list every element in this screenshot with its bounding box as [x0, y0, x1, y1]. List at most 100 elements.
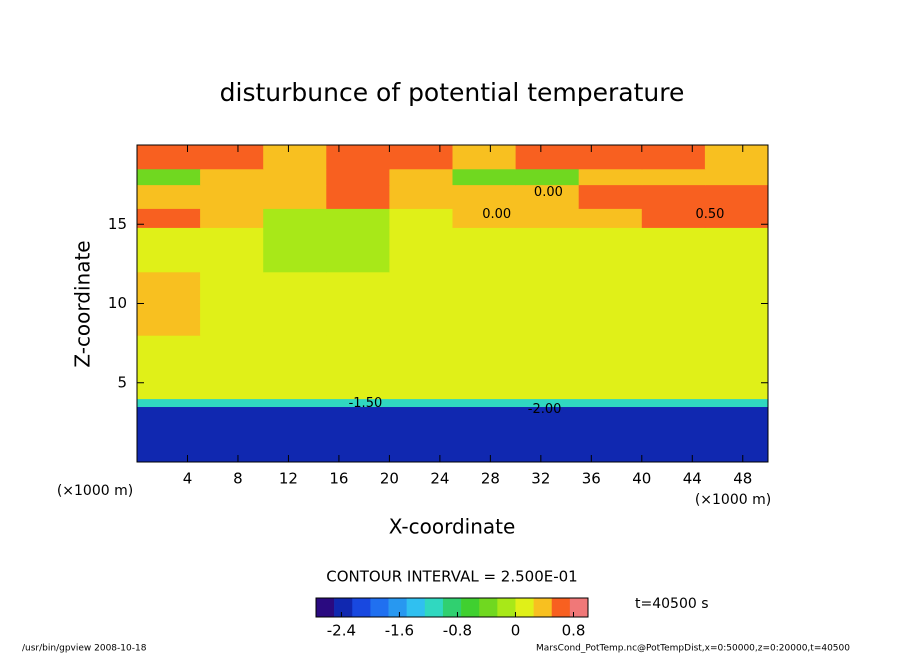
x-tick-label: 24 [430, 470, 449, 488]
field-cell [137, 271, 201, 336]
field-cell [200, 406, 264, 463]
colorbar-band [479, 598, 498, 617]
field-cell [578, 271, 643, 336]
x-tick-label: 48 [733, 470, 752, 488]
colorbar-tick-label: -1.6 [385, 622, 414, 640]
colorbar-band [352, 598, 371, 617]
x-tick-label: 12 [279, 470, 298, 488]
field-cell [515, 398, 580, 408]
field-cell [389, 271, 453, 336]
contour-label: -1.50 [349, 396, 383, 411]
colorbar-band [551, 598, 571, 617]
field-cell [515, 271, 580, 336]
colorbar-frame [315, 597, 589, 618]
colorbar-band [388, 598, 407, 617]
x-tick-label: 16 [329, 470, 348, 488]
field-cell [200, 168, 264, 186]
field-cell [578, 168, 643, 186]
field-cell [200, 335, 264, 400]
field-cell [641, 227, 706, 273]
x-tick-label: 32 [531, 470, 550, 488]
field-cell [263, 227, 327, 273]
field-cell [578, 184, 643, 209]
field-cell [515, 406, 580, 463]
colorbar-band [442, 598, 462, 617]
field-cell [326, 227, 390, 273]
field-cell [704, 271, 769, 336]
field-cell [263, 398, 327, 408]
colorbar-band [533, 598, 553, 617]
field-cell [200, 227, 264, 273]
field-cell [137, 406, 201, 463]
field-cell [578, 398, 643, 408]
field-cell [200, 398, 264, 408]
field-cell [704, 208, 769, 228]
colorbar-tick-label: 0 [511, 622, 521, 640]
y-tick-label: 5 [117, 373, 127, 391]
colorbar-band [569, 598, 589, 617]
field-cell [137, 168, 201, 186]
x-tick-label: 4 [183, 470, 193, 488]
field-cell [641, 335, 706, 400]
field-cell [515, 184, 580, 209]
x-tick-label: 28 [481, 470, 500, 488]
time-label: t=40500 s [635, 596, 709, 612]
field-cell [704, 398, 769, 408]
axis-note: (×1000 m) [57, 483, 133, 499]
colorbar-band [515, 598, 534, 617]
field-cell [326, 184, 390, 209]
field-cell [704, 145, 769, 170]
footer-left: /usr/bin/gpview 2008-10-18 [22, 644, 147, 654]
field-cell [326, 271, 390, 336]
field-cell [704, 227, 769, 273]
field-cell [200, 145, 264, 170]
field-cell [452, 208, 517, 228]
field-cell [641, 406, 706, 463]
field-cell [704, 335, 769, 400]
field-cell [641, 271, 706, 336]
contour-label: 0.50 [695, 207, 724, 222]
field-cell [200, 184, 264, 209]
field-cell [452, 398, 517, 408]
field-cell [389, 406, 453, 463]
field-cell [200, 208, 264, 228]
field-cell [137, 335, 201, 400]
field-cell [452, 406, 517, 463]
x-tick-label: 20 [380, 470, 399, 488]
y-axis-label: Z-coordinate [71, 240, 95, 367]
field-cell [704, 168, 769, 186]
field-cell [137, 398, 201, 408]
field-cell [263, 335, 327, 400]
field-cell [515, 335, 580, 400]
field-cell [389, 398, 453, 408]
field-cell [452, 335, 517, 400]
field-cell [137, 227, 201, 273]
field-cell [641, 208, 706, 228]
field-cell [641, 145, 706, 170]
field-cell [641, 168, 706, 186]
contour-label: 0.00 [534, 185, 563, 200]
field-cell [452, 184, 517, 209]
field-cell [578, 227, 643, 273]
field-cell [515, 208, 580, 228]
field-cell [137, 208, 201, 228]
field-cell [326, 335, 390, 400]
colorbar-tick-label: -2.4 [327, 622, 356, 640]
colorbar-tick-label: -0.8 [443, 622, 472, 640]
field-cell [641, 398, 706, 408]
field-cell [263, 208, 327, 228]
field-cell [389, 227, 453, 273]
field-cell [263, 168, 327, 186]
field-cell [326, 208, 390, 228]
colorbar-band [316, 598, 335, 617]
field-cell [452, 271, 517, 336]
field-cell [704, 184, 769, 209]
field-cell [452, 168, 517, 186]
field-cell [200, 271, 264, 336]
footer-right: MarsCond_PotTemp.nc@PotTempDist,x=0:5000… [536, 644, 850, 654]
field-cell [515, 145, 580, 170]
field-cell [326, 406, 390, 463]
field-cell [389, 208, 453, 228]
x-axis-label: X-coordinate [389, 515, 516, 539]
field-cell [389, 184, 453, 209]
